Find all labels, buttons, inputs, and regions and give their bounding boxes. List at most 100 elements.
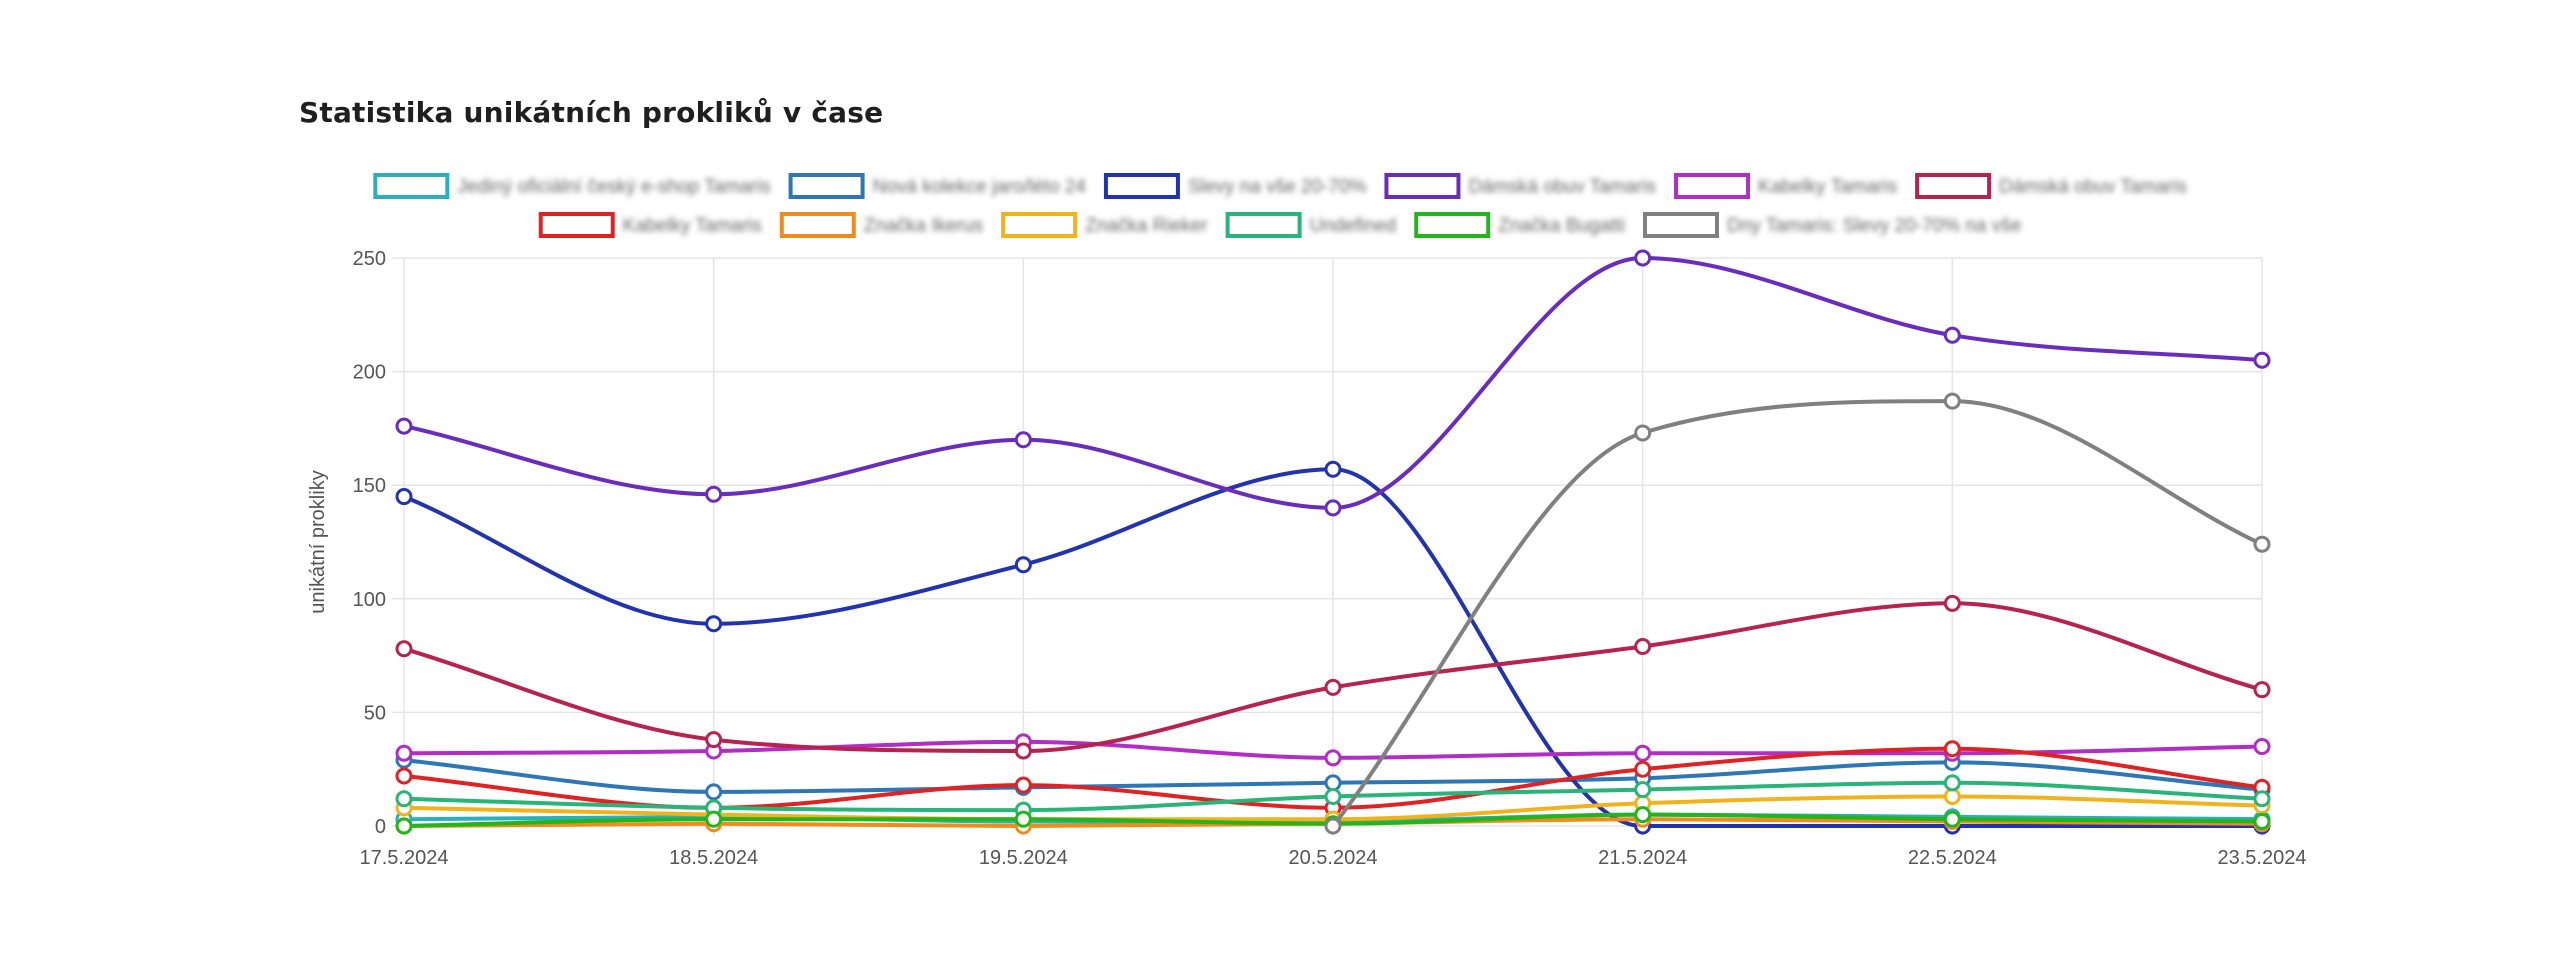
data-point[interactable] bbox=[705, 485, 723, 503]
legend-label: Nová kolekce jaro/léto 24 bbox=[873, 177, 1087, 198]
legend-item[interactable]: Značka Bugatti bbox=[1414, 212, 1625, 238]
legend-swatch bbox=[788, 173, 865, 199]
data-point[interactable] bbox=[705, 731, 723, 749]
legend-item[interactable]: Kabelky Tamaris bbox=[538, 212, 762, 238]
y-tick-label: 200 bbox=[353, 362, 386, 384]
legend-swatch bbox=[1414, 212, 1491, 238]
data-point[interactable] bbox=[1324, 817, 1342, 835]
legend-label: Jediný oficiální český e-shop Tamaris bbox=[457, 177, 770, 198]
legend-label: Značka Bugatti bbox=[1498, 216, 1625, 237]
legend-item[interactable]: Značka Rieker bbox=[1001, 212, 1208, 238]
data-point[interactable] bbox=[1943, 326, 1961, 344]
legend-swatch bbox=[538, 212, 615, 238]
data-point[interactable] bbox=[1634, 744, 1652, 762]
data-point[interactable] bbox=[395, 767, 413, 785]
data-point[interactable] bbox=[1634, 760, 1652, 778]
legend-swatch bbox=[1674, 173, 1751, 199]
legend-swatch bbox=[779, 212, 856, 238]
series-12 bbox=[1324, 392, 2271, 835]
legend-swatch bbox=[1225, 212, 1302, 238]
legend-swatch bbox=[1915, 173, 1992, 199]
legend-item[interactable]: Dámská obuv Tamaris bbox=[1384, 173, 1656, 199]
data-point[interactable] bbox=[2253, 812, 2271, 830]
x-tick-label: 20.5.2024 bbox=[1289, 847, 1378, 869]
x-tick-label: 18.5.2024 bbox=[669, 847, 758, 869]
data-point[interactable] bbox=[1014, 776, 1032, 794]
data-point[interactable] bbox=[2253, 681, 2271, 699]
data-point[interactable] bbox=[1014, 431, 1032, 449]
data-point[interactable] bbox=[1634, 424, 1652, 442]
data-point[interactable] bbox=[1014, 810, 1032, 828]
series-line bbox=[1331, 399, 2264, 828]
x-tick-label: 23.5.2024 bbox=[2218, 847, 2307, 869]
data-point[interactable] bbox=[1943, 594, 1961, 612]
axes: 0 50 100 150 200 250 17.5.2024 18.5.2024 19.5.20… bbox=[307, 248, 2306, 869]
data-point[interactable] bbox=[2253, 790, 2271, 808]
series-4 bbox=[395, 249, 2271, 517]
data-point[interactable] bbox=[395, 640, 413, 658]
legend-label: Slevy na vše 20-70% bbox=[1188, 177, 1367, 198]
legend-item[interactable]: Dny Tamaris: Slevy 20-70% na vše bbox=[1642, 212, 2021, 238]
legend-item[interactable]: Nová kolekce jaro/léto 24 bbox=[788, 173, 1087, 199]
legend-item[interactable]: Značka Ikerus bbox=[779, 212, 983, 238]
data-point[interactable] bbox=[1014, 556, 1032, 574]
legend-item[interactable]: Dámská obuv Tamaris bbox=[1915, 173, 2187, 199]
legend-label: Undefined bbox=[1310, 216, 1397, 237]
data-point[interactable] bbox=[395, 790, 413, 808]
gridlines bbox=[392, 257, 2263, 836]
legend-label: Dny Tamaris: Slevy 20-70% na vše bbox=[1727, 216, 2021, 237]
data-point[interactable] bbox=[395, 817, 413, 835]
data-point[interactable] bbox=[2253, 535, 2271, 553]
data-point[interactable] bbox=[1634, 638, 1652, 656]
data-point[interactable] bbox=[1324, 787, 1342, 805]
legend-swatch bbox=[1103, 173, 1180, 199]
legend-label: Značka Rieker bbox=[1085, 216, 1208, 237]
legend: Jediný oficiální český e-shop Tamaris Nov… bbox=[373, 173, 2187, 238]
data-point[interactable] bbox=[1014, 742, 1032, 760]
data-point[interactable] bbox=[705, 615, 723, 633]
data-point[interactable] bbox=[1324, 460, 1342, 478]
legend-label: Kabelky Tamaris bbox=[623, 216, 762, 237]
data-point[interactable] bbox=[1943, 774, 1961, 792]
data-point[interactable] bbox=[395, 744, 413, 762]
data-point[interactable] bbox=[2253, 737, 2271, 755]
data-point[interactable] bbox=[1324, 749, 1342, 767]
data-point[interactable] bbox=[1943, 392, 1961, 410]
data-point[interactable] bbox=[1324, 774, 1342, 792]
legend-item[interactable]: Slevy na vše 20-70% bbox=[1103, 173, 1367, 199]
data-point[interactable] bbox=[1324, 499, 1342, 517]
legend-item[interactable]: Jediný oficiální český e-shop Tamaris bbox=[373, 173, 771, 199]
x-tick-label: 21.5.2024 bbox=[1598, 847, 1687, 869]
legend-label: Dámská obuv Tamaris bbox=[1999, 177, 2187, 198]
legend-swatch bbox=[373, 173, 450, 199]
legend-swatch bbox=[1642, 212, 1719, 238]
series-6 bbox=[395, 594, 2271, 760]
y-axis-title: unikátní prokliky bbox=[307, 470, 329, 613]
y-tick-label: 250 bbox=[353, 248, 386, 270]
data-point[interactable] bbox=[1943, 787, 1961, 805]
data-point[interactable] bbox=[705, 783, 723, 801]
y-tick-label: 0 bbox=[375, 816, 386, 838]
x-tick-label: 22.5.2024 bbox=[1908, 847, 1997, 869]
series-lines bbox=[395, 249, 2271, 835]
data-point[interactable] bbox=[1943, 810, 1961, 828]
x-tick-label: 17.5.2024 bbox=[360, 847, 449, 869]
data-point[interactable] bbox=[1943, 740, 1961, 758]
data-point[interactable] bbox=[1634, 249, 1652, 267]
data-point[interactable] bbox=[2253, 351, 2271, 369]
data-point[interactable] bbox=[1634, 781, 1652, 799]
data-point[interactable] bbox=[395, 488, 413, 506]
legend-swatch bbox=[1384, 173, 1461, 199]
legend-item[interactable]: Undefined bbox=[1225, 212, 1397, 238]
legend-item[interactable]: Kabelky Tamaris bbox=[1674, 173, 1897, 199]
data-point[interactable] bbox=[1324, 678, 1342, 696]
y-tick-label: 50 bbox=[364, 702, 386, 724]
x-tick-label: 19.5.2024 bbox=[979, 847, 1068, 869]
chart-title: Statistika unikátních prokliků v čase bbox=[299, 96, 884, 129]
data-point[interactable] bbox=[705, 810, 723, 828]
data-point[interactable] bbox=[1634, 806, 1652, 824]
data-point[interactable] bbox=[395, 417, 413, 435]
y-tick-label: 150 bbox=[353, 475, 386, 497]
